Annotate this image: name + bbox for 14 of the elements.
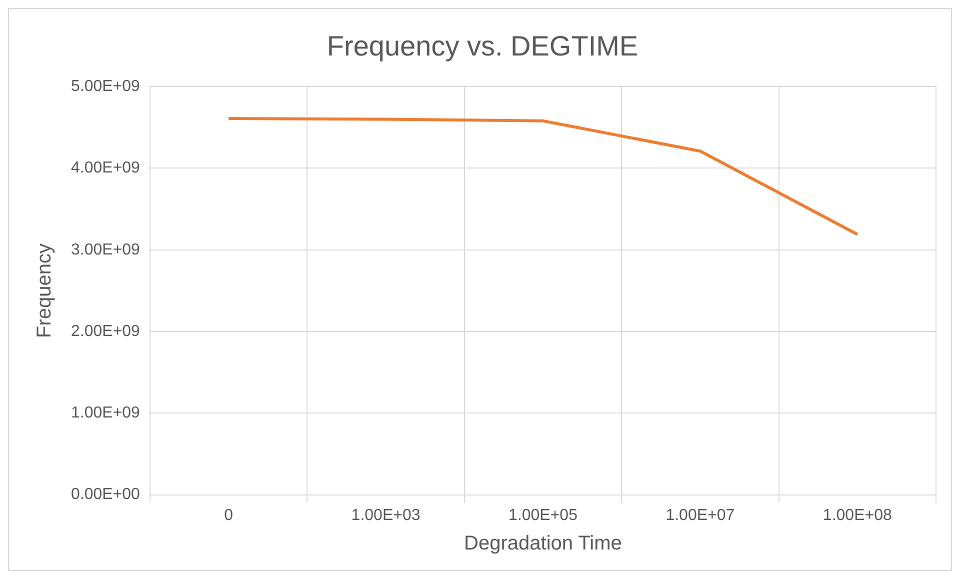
chart-title: Frequency vs. DEGTIME [326,30,638,62]
y-tick-label: 1.00E+09 [71,404,140,422]
y-axis-title: Frequency [34,243,56,338]
y-tick-label: 0.00E+00 [71,486,140,504]
y-tick-label: 4.00E+09 [71,160,140,177]
x-tick-label: 1.00E+05 [508,506,578,524]
x-tick-label: 1.00E+03 [351,506,420,524]
y-tick-label: 3.00E+09 [71,241,140,258]
x-axis-title: Degradation Time [464,532,622,555]
x-tick-label: 1.00E+08 [822,506,892,524]
x-tick-label: 0 [224,506,234,524]
y-tick-label: 5.00E+09 [71,78,140,96]
x-tick-label: 1.00E+07 [666,506,735,524]
y-tick-label: 2.00E+09 [71,322,140,340]
